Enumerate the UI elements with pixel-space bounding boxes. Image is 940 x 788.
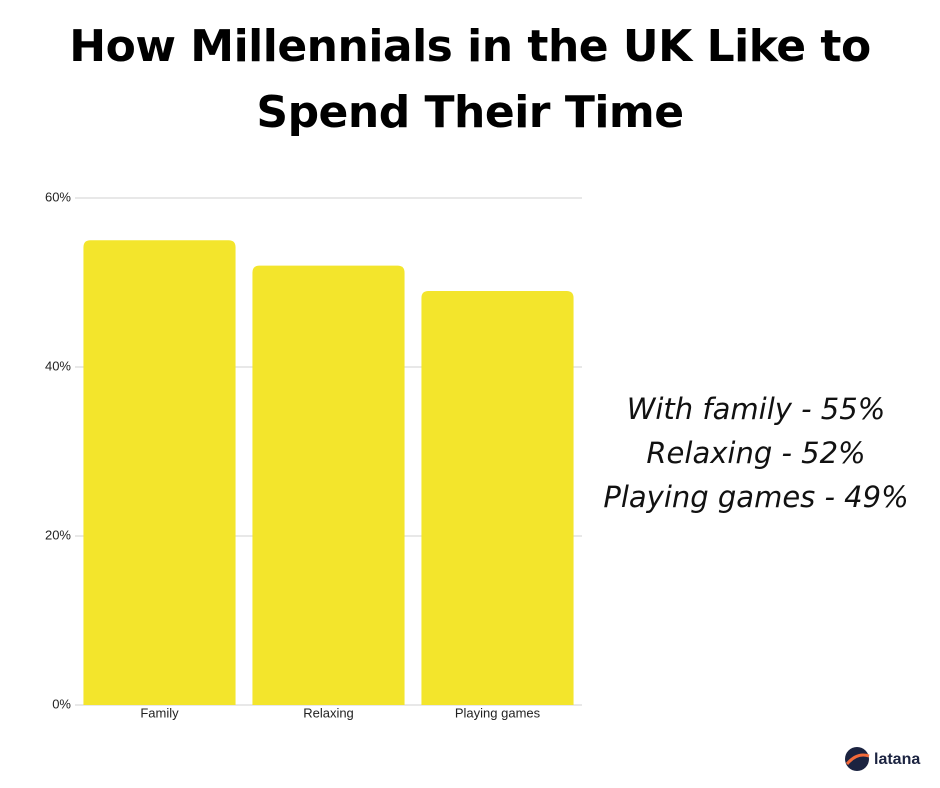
bar xyxy=(421,290,574,705)
y-tick-label: 60% xyxy=(45,189,71,204)
logo-swoosh xyxy=(845,753,870,765)
y-tick-label: 0% xyxy=(52,696,71,711)
bar xyxy=(252,265,405,705)
annotation: Relaxing - 52% xyxy=(646,436,865,470)
y-tick-label: 20% xyxy=(45,527,71,542)
y-tick-label: 40% xyxy=(45,358,71,373)
x-tick-label: Family xyxy=(140,705,179,720)
x-tick-label: Relaxing xyxy=(303,705,354,720)
x-tick-label: Playing games xyxy=(455,705,541,720)
chart-title: How Millennials in the UK Like to Spend … xyxy=(69,21,871,138)
bar xyxy=(83,240,236,705)
logo-icon xyxy=(845,747,869,771)
annotation: Playing games - 49% xyxy=(603,480,908,514)
logo-text: latana xyxy=(874,751,920,768)
annotation: With family - 55% xyxy=(627,392,886,426)
